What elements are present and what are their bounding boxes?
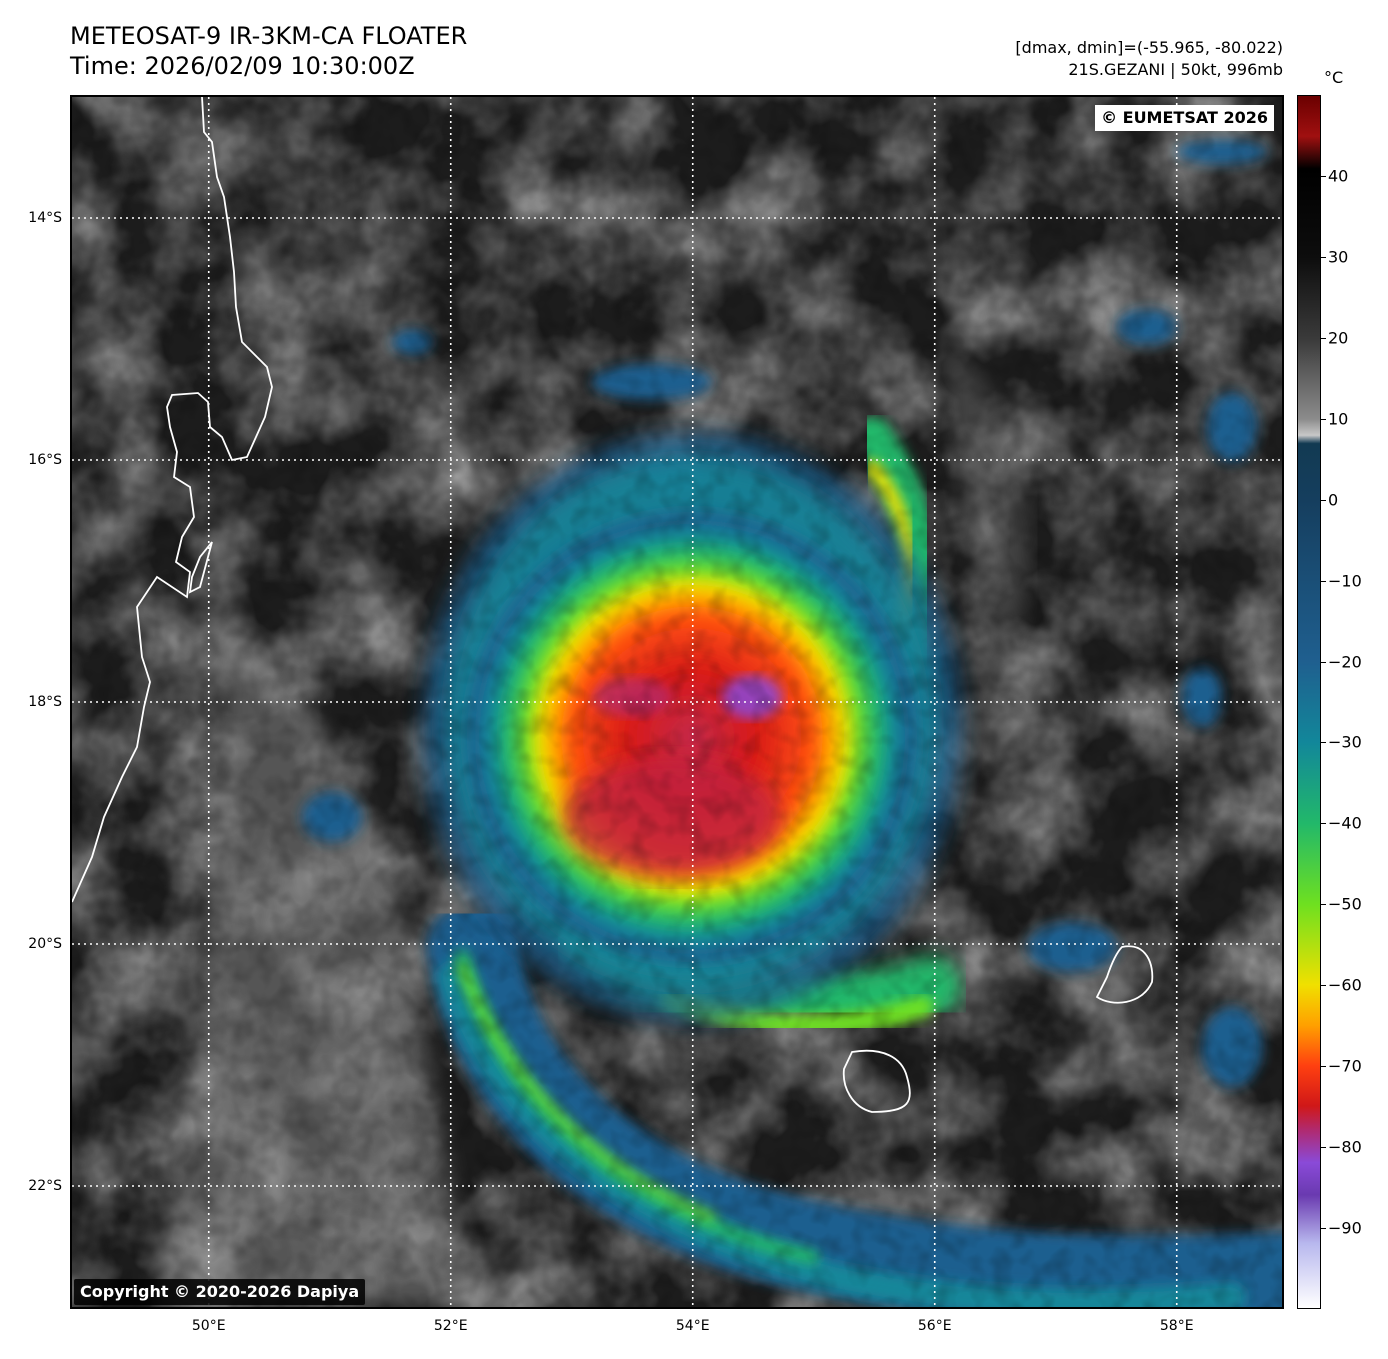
longitude-label: 50°E bbox=[191, 1318, 226, 1334]
latitude-label: 22°S bbox=[28, 1178, 62, 1194]
reunion-island bbox=[842, 1049, 911, 1113]
colorbar-tick-label: 20 bbox=[1328, 328, 1349, 348]
colorbar-tick-label: 10 bbox=[1328, 409, 1349, 429]
colorbar-tick-mark bbox=[1321, 823, 1326, 825]
latitude-label: 14°S bbox=[28, 210, 62, 226]
temperature-range-text: [dmax, dmin]=(-55.965, -80.022) bbox=[1015, 38, 1283, 57]
colorbar-tick-label: 40 bbox=[1328, 166, 1349, 186]
latitude-label: 20°S bbox=[28, 936, 62, 952]
map-canvas bbox=[72, 97, 1282, 1307]
colorbar-tick-label: 30 bbox=[1328, 247, 1349, 267]
satellite-map: © EUMETSAT 2026 Copyright © 2020-2026 Da… bbox=[70, 95, 1284, 1309]
storm-info-text: 21S.GEZANI | 50kt, 996mb bbox=[1068, 60, 1283, 79]
colorbar-tick-label: −10 bbox=[1328, 571, 1362, 591]
colorbar-tick-mark bbox=[1321, 418, 1326, 420]
colorbar-tick-label: −20 bbox=[1328, 652, 1362, 672]
map-time: Time: 2026/02/09 10:30:00Z bbox=[70, 52, 415, 80]
colorbar-tick-mark bbox=[1321, 580, 1326, 582]
mauritius-island bbox=[1095, 945, 1154, 1004]
longitude-label: 58°E bbox=[1159, 1318, 1194, 1334]
colorbar-tick-mark bbox=[1321, 337, 1326, 339]
colorbar-tick-mark bbox=[1321, 985, 1326, 987]
colorbar-tick-mark bbox=[1321, 1228, 1326, 1230]
longitude-label: 52°E bbox=[433, 1318, 468, 1334]
dapiya-copyright: Copyright © 2020-2026 Dapiya bbox=[74, 1279, 366, 1305]
colorbar-tick-label: −50 bbox=[1328, 894, 1362, 914]
colorbar-tick-label: −30 bbox=[1328, 732, 1362, 752]
colorbar-tick-label: −90 bbox=[1328, 1218, 1362, 1238]
colorbar-tick-label: −40 bbox=[1328, 813, 1362, 833]
colorbar-tick-mark bbox=[1321, 499, 1326, 501]
colorbar-tick-mark bbox=[1321, 175, 1326, 177]
colorbar-tick-mark bbox=[1321, 256, 1326, 258]
colorbar-tick-mark bbox=[1321, 661, 1326, 663]
colorbar-tick-label: 0 bbox=[1328, 490, 1339, 510]
colorbar-tick-label: −60 bbox=[1328, 975, 1362, 995]
graticule bbox=[72, 97, 1282, 1307]
map-title: METEOSAT-9 IR-3KM-CA FLOATER bbox=[70, 22, 468, 50]
colorbar-tick-mark bbox=[1321, 904, 1326, 906]
colorbar-tick-mark bbox=[1321, 1147, 1326, 1149]
ile-sainte-marie bbox=[188, 541, 213, 594]
latitude-label: 16°S bbox=[28, 452, 62, 468]
coastlines bbox=[72, 97, 1154, 1113]
longitude-label: 56°E bbox=[917, 1318, 952, 1334]
eumetsat-copyright: © EUMETSAT 2026 bbox=[1095, 105, 1274, 131]
latitude-label: 18°S bbox=[28, 694, 62, 710]
colorbar-tick-label: −80 bbox=[1328, 1137, 1362, 1157]
temperature-colorbar bbox=[1297, 95, 1321, 1309]
colorbar-tick-mark bbox=[1321, 1066, 1326, 1068]
colorbar-tick-mark bbox=[1321, 742, 1326, 744]
colorbar-tick-label: −70 bbox=[1328, 1056, 1362, 1076]
madagascar-coast bbox=[72, 97, 273, 903]
colorbar-unit: °C bbox=[1324, 68, 1344, 87]
longitude-label: 54°E bbox=[675, 1318, 710, 1334]
